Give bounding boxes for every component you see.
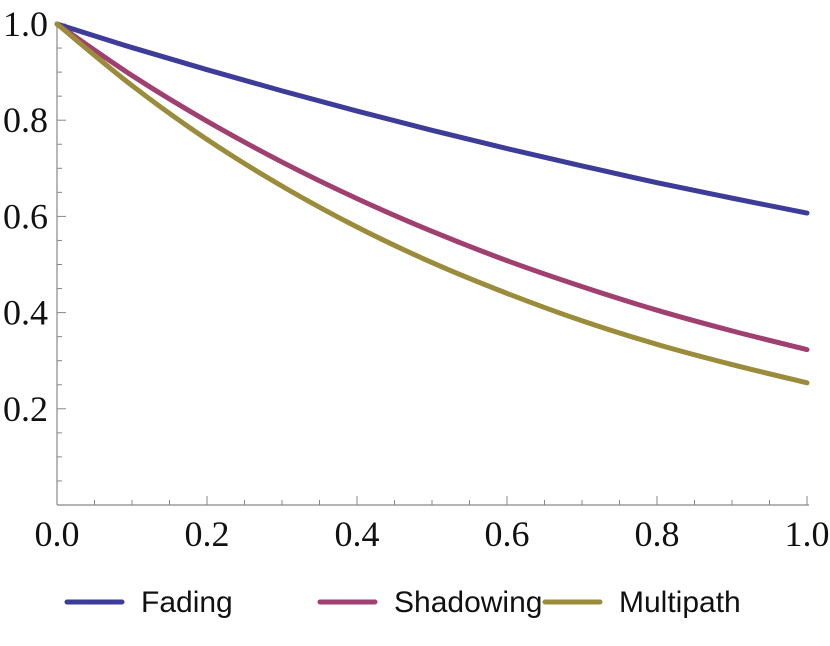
legend-label-shadowing: Shadowing [394,586,542,619]
legend: Fading Shadowing Multipath [64,586,741,619]
y-tick-label: 0.6 [3,196,48,236]
x-tick-label: 0.8 [635,514,680,554]
x-tick-label: 1.0 [785,514,830,554]
y-tick-label: 0.2 [3,389,48,429]
y-tick-label: 1.0 [3,4,48,44]
legend-label-multipath: Multipath [619,586,741,619]
x-tick-label: 0.4 [335,514,380,554]
series-layer [54,21,810,386]
series-line-shadowing [54,21,810,353]
series-line-multipath [54,21,810,386]
y-tick-label: 0.4 [3,293,48,333]
series-line-fading [54,21,810,216]
legend-label-fading: Fading [141,586,233,619]
x-tick-label: 0.0 [35,514,80,554]
axes: 0.0 0.2 0.4 0.6 0.8 1.0 0.2 0.4 0.6 0.8 1.0 [3,4,830,554]
y-tick-label: 0.8 [3,100,48,140]
x-tick-label: 0.6 [485,514,530,554]
x-tick-label: 0.2 [185,514,230,554]
